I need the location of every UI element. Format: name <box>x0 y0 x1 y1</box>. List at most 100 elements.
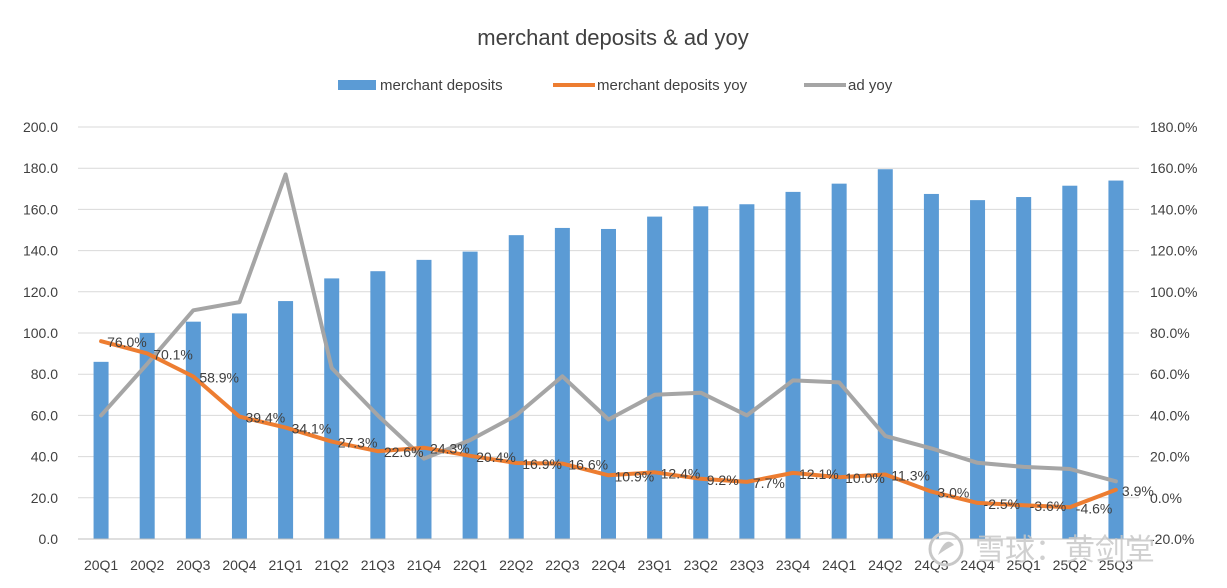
data-label: 12.4% <box>661 465 701 481</box>
x-tick-label: 24Q1 <box>822 557 856 573</box>
data-label: 27.3% <box>338 435 378 451</box>
x-tick-label: 23Q3 <box>730 557 764 573</box>
x-tick-label: 25Q1 <box>1007 557 1041 573</box>
x-tick-label: 24Q4 <box>960 557 994 573</box>
bar <box>831 183 847 539</box>
x-tick-label: 22Q4 <box>591 557 625 573</box>
data-label: 22.6% <box>384 444 424 460</box>
x-tick-label: 25Q2 <box>1053 557 1087 573</box>
data-label: 34.1% <box>292 421 332 437</box>
bar <box>1108 180 1124 539</box>
data-label: 58.9% <box>199 369 239 385</box>
data-label: 24.3% <box>430 441 470 457</box>
y-right-tick-label: 80.0% <box>1150 325 1190 341</box>
y-left-tick-label: 180.0 <box>23 160 58 176</box>
y-right-tick-label: 160.0% <box>1150 160 1197 176</box>
y-left-tick-label: 80.0 <box>31 366 58 382</box>
data-label: 3.9% <box>1122 483 1154 499</box>
y-left-tick-label: 200.0 <box>23 119 58 135</box>
bar <box>877 169 893 540</box>
x-tick-label: 23Q1 <box>638 557 672 573</box>
data-label: 11.3% <box>891 468 930 484</box>
watermark: 雪球：黄剑堂 <box>928 531 1155 568</box>
y-right-tick-label: 120.0% <box>1150 243 1197 259</box>
chart-title: merchant deposits & ad yoy <box>477 25 748 50</box>
x-tick-label: 21Q3 <box>361 557 395 573</box>
y-right-tick-label: 180.0% <box>1150 119 1197 135</box>
legend-item: merchant deposits yoy <box>553 77 748 94</box>
y-left-tick-label: 140.0 <box>23 243 58 259</box>
bar <box>739 204 755 539</box>
bar <box>231 313 247 539</box>
bar <box>508 235 524 539</box>
data-label: 16.6% <box>568 457 608 473</box>
x-tick-label: 21Q2 <box>315 557 349 573</box>
bar <box>278 301 294 539</box>
legend-item: ad yoy <box>804 77 893 94</box>
x-tick-label: 24Q2 <box>868 557 902 573</box>
data-label: 10.9% <box>615 468 655 484</box>
y-left-tick-label: 120.0 <box>23 284 58 300</box>
x-tick-label: 20Q2 <box>130 557 164 573</box>
bar <box>93 361 109 539</box>
data-label: -4.6% <box>1076 500 1113 516</box>
data-label: 39.4% <box>245 410 285 426</box>
legend-swatch <box>338 80 376 90</box>
data-label: 20.4% <box>476 449 516 465</box>
x-tick-label: 20Q1 <box>84 557 118 573</box>
data-label: 3.0% <box>937 485 969 501</box>
bar <box>370 271 386 539</box>
bar <box>324 278 340 539</box>
y-right-tick-label: 60.0% <box>1150 366 1190 382</box>
merchant-deposits-yoy-line <box>99 339 1118 510</box>
y-right-tick-label: 40.0% <box>1150 407 1190 423</box>
bar <box>647 216 663 540</box>
bar <box>462 251 478 539</box>
x-tick-label: 22Q3 <box>545 557 579 573</box>
data-labels: 76.0% 70.1% 58.9% 39.4% 34.1% 27.3% 22.6% 24.3%… <box>107 334 1154 516</box>
data-label: 76.0% <box>107 334 147 350</box>
y-left-tick-label: 160.0 <box>23 201 58 217</box>
y-right-tick-label: -20.0% <box>1150 531 1194 547</box>
y-left-tick-label: 100.0 <box>23 325 58 341</box>
ad-yoy-line <box>99 172 1118 484</box>
data-label: 9.2% <box>707 472 739 488</box>
data-label: 12.1% <box>799 466 839 482</box>
x-tick-label: 21Q4 <box>407 557 441 573</box>
x-tick-label: 20Q3 <box>176 557 210 573</box>
data-label: 10.0% <box>845 470 885 486</box>
x-tick-label: 24Q3 <box>914 557 948 573</box>
y-right-tick-label: 20.0% <box>1150 449 1190 465</box>
legend: merchant deposits merchant deposits yoy ad… <box>338 77 893 94</box>
bar <box>554 227 570 539</box>
legend-label: merchant deposits <box>380 77 503 94</box>
watermark-text: 雪球：黄剑堂 <box>975 533 1155 568</box>
bar <box>416 259 432 539</box>
bar <box>693 206 709 539</box>
x-tick-label: 25Q3 <box>1099 557 1133 573</box>
y-right-tick-label: 100.0% <box>1150 284 1197 300</box>
bar <box>785 191 801 539</box>
bar <box>139 333 155 539</box>
bar-series <box>93 169 1124 540</box>
y-left-tick-label: 60.0 <box>31 407 58 423</box>
line-series <box>99 172 1118 510</box>
snowball-logo-icon <box>928 531 964 567</box>
bar <box>970 200 986 539</box>
y-right-tick-label: 140.0% <box>1150 201 1197 217</box>
data-label: -2.5% <box>984 496 1021 512</box>
x-tick-label: 21Q1 <box>268 557 302 573</box>
legend-label: ad yoy <box>848 77 893 94</box>
data-label: 16.9% <box>522 456 562 472</box>
x-tick-label: 23Q4 <box>776 557 810 573</box>
axes: 0.0 20.0 40.0 60.0 80.0 100.0 120.0 140.0 160.0 1… <box>23 119 1198 573</box>
x-tick-label: 20Q4 <box>222 557 256 573</box>
bar <box>923 193 939 539</box>
bar <box>601 228 616 539</box>
y-left-tick-label: 20.0 <box>31 490 58 506</box>
y-left-tick-label: 40.0 <box>31 449 58 465</box>
data-label: -3.6% <box>1030 498 1067 514</box>
x-tick-label: 22Q1 <box>453 557 487 573</box>
x-tick-label: 23Q2 <box>684 557 718 573</box>
